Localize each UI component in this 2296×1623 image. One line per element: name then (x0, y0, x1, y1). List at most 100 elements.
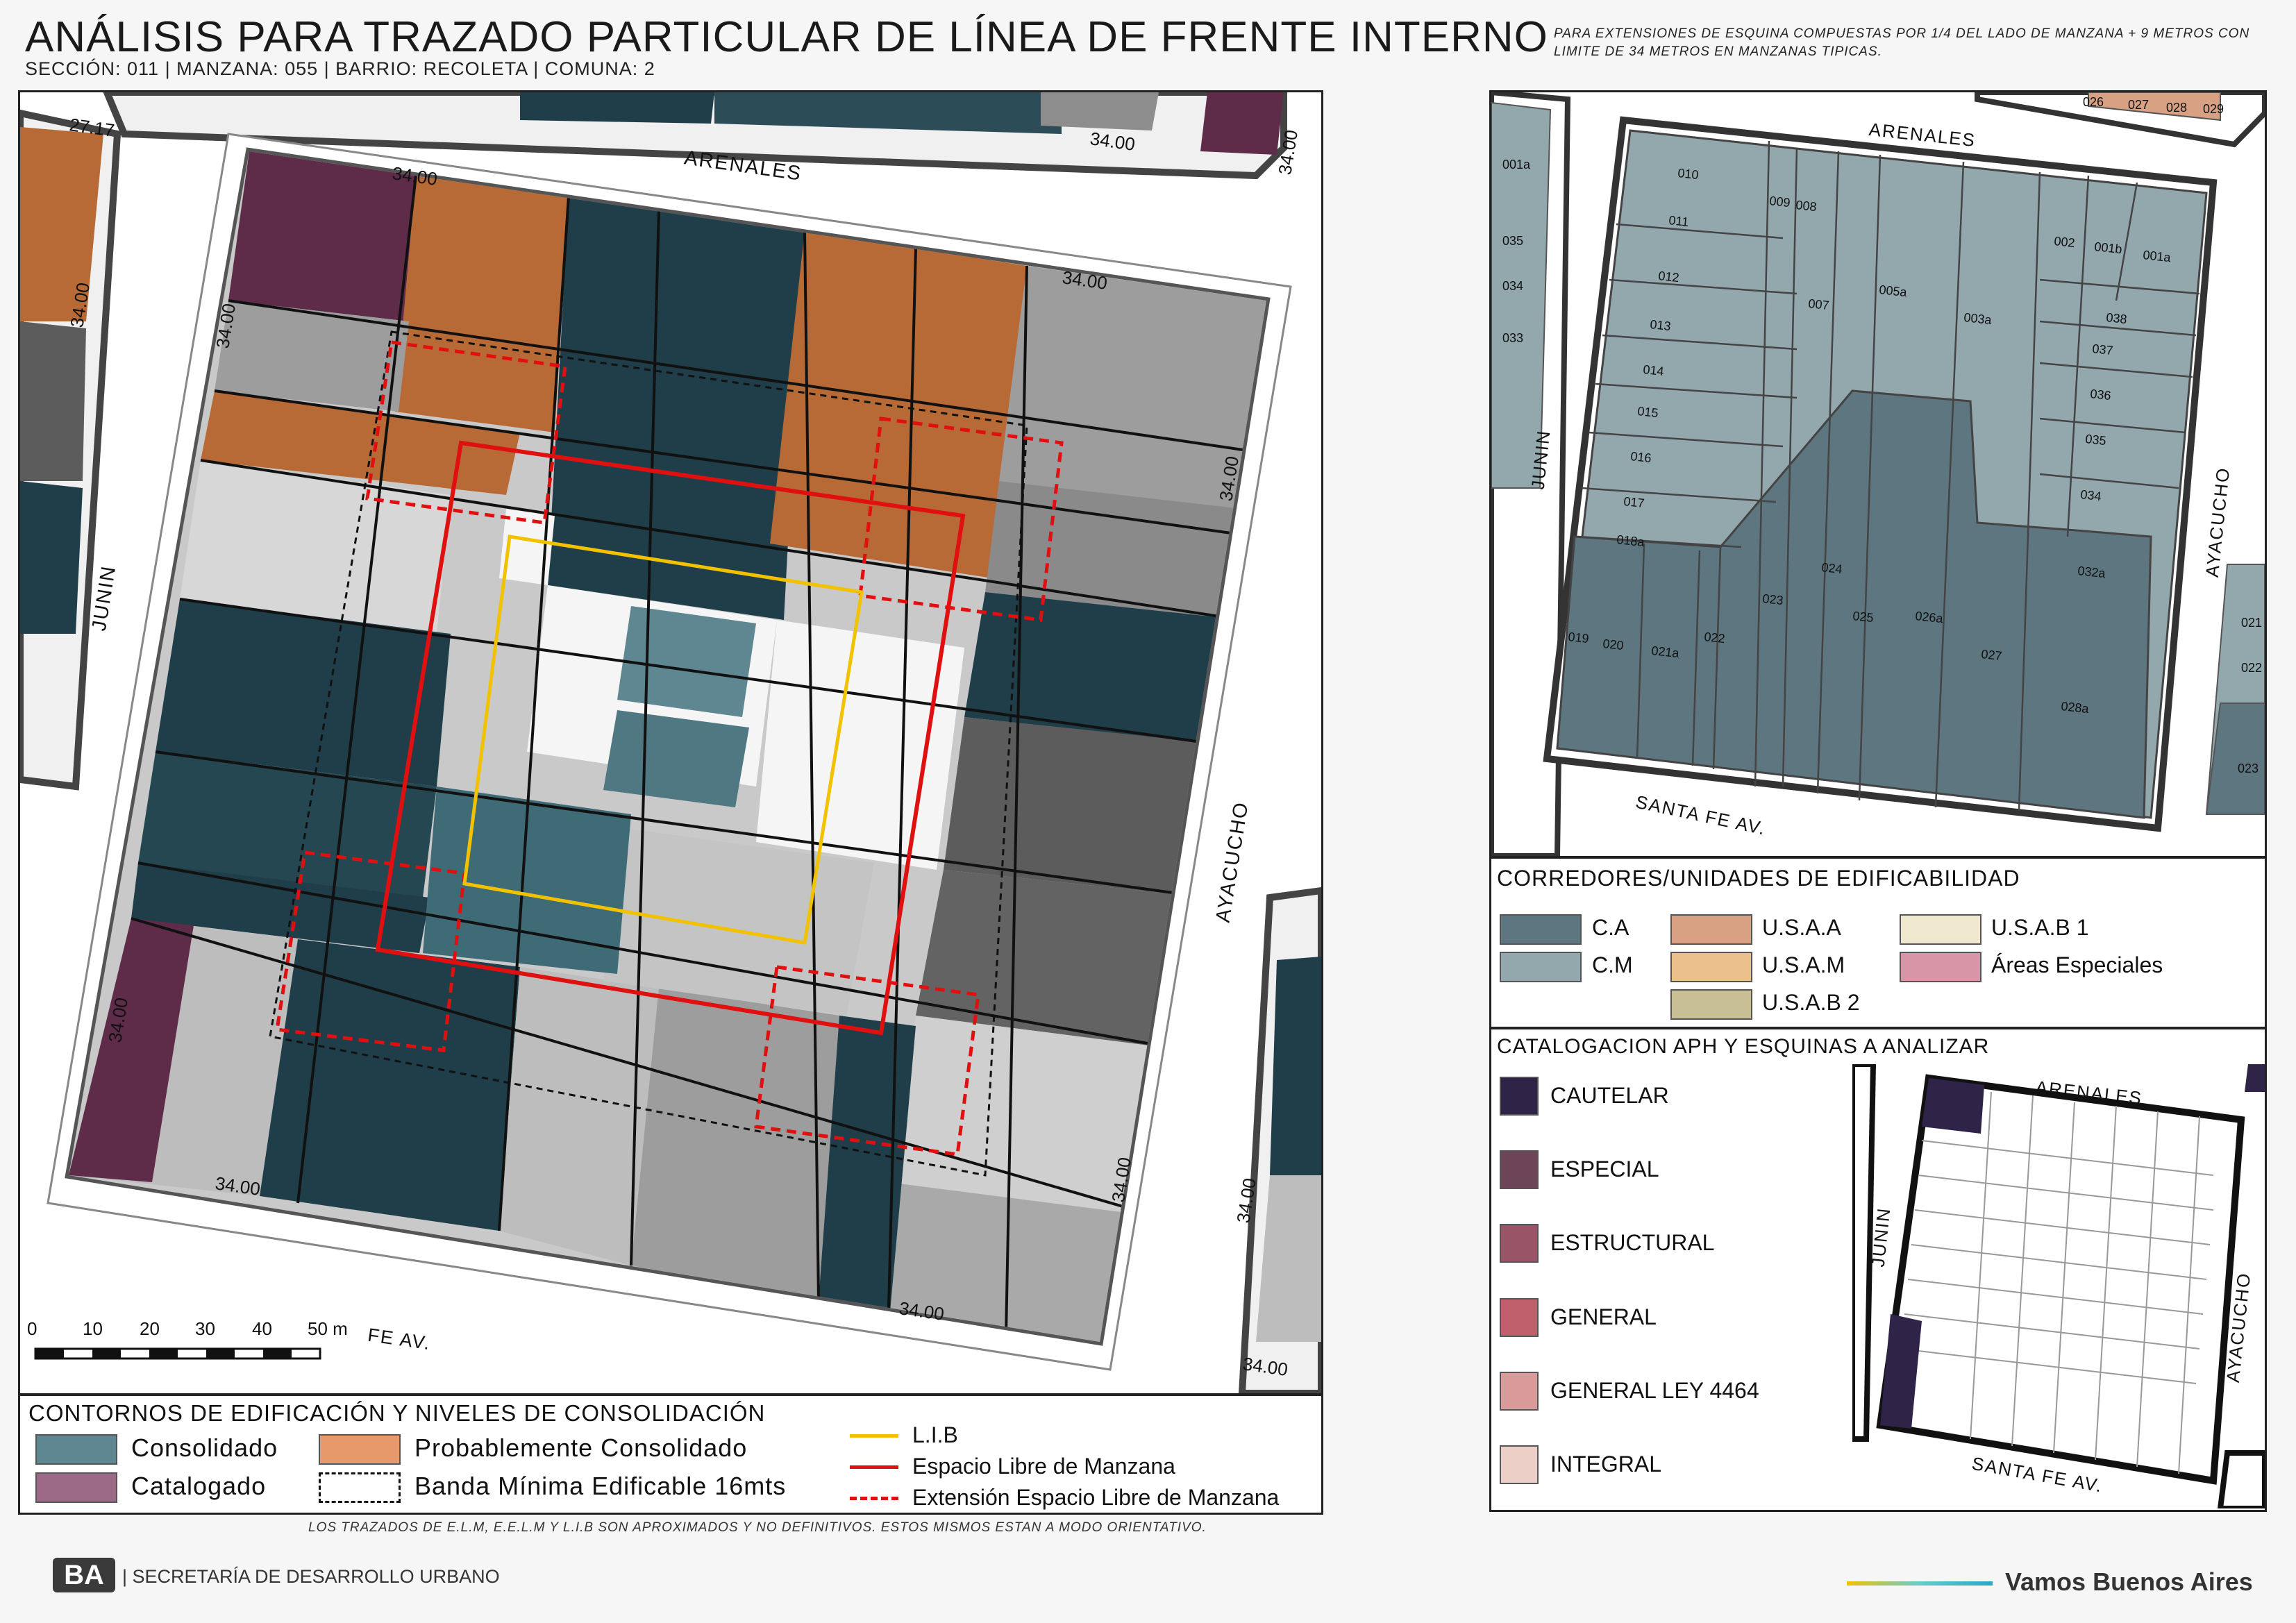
legend-lib: L.I.B (912, 1422, 958, 1447)
svg-text:025: 025 (1852, 609, 1875, 625)
svg-text:037: 037 (2092, 342, 2114, 358)
scale-bar: 0 10 20 30 40 50 m (27, 1318, 348, 1360)
label-cautelar: CAUTELAR (1550, 1083, 1669, 1108)
swatch-usam (1670, 952, 1752, 982)
label-especiales: Áreas Especiales (1991, 952, 2163, 977)
corredores-title: CORREDORES/UNIDADES DE EDIFICABILIDAD (1497, 866, 2020, 891)
org-name: | SECRETARÍA DE DESARROLLO URBANO (122, 1566, 500, 1587)
svg-text:001a: 001a (1502, 158, 1531, 171)
label-general-ley: GENERAL LEY 4464 (1550, 1378, 1759, 1403)
main-legend: CONTORNOS DE EDIFICACIÓN Y NIVELES DE CO… (18, 1394, 1323, 1515)
svg-text:30: 30 (195, 1318, 215, 1339)
label-usab1: U.S.A.B 1 (1991, 915, 2089, 940)
svg-text:015: 015 (1637, 404, 1659, 420)
svg-text:023: 023 (2238, 762, 2259, 775)
label-general: GENERAL (1550, 1304, 1657, 1329)
swatch-general-ley (1500, 1372, 1539, 1411)
svg-text:027: 027 (1981, 647, 2003, 663)
svg-text:034: 034 (1502, 279, 1523, 293)
swatch-especial (1500, 1150, 1539, 1189)
svg-text:40: 40 (252, 1318, 272, 1339)
label-estructural: ESTRUCTURAL (1550, 1230, 1715, 1255)
swatch-ca (1500, 914, 1582, 945)
banda-minima-edificable (269, 330, 1028, 1177)
svg-text:029: 029 (2203, 102, 2224, 116)
main-map-panel: ARENALES JUNIN AYACUCHO FE AV. 27.17 34.… (18, 90, 1323, 1395)
swatch-cautelar (1500, 1077, 1539, 1116)
espacio-libre-manzana (375, 440, 966, 1036)
svg-text:023: 023 (1762, 591, 1784, 607)
svg-text:028a: 028a (2061, 699, 2090, 716)
svg-text:011: 011 (1668, 213, 1690, 229)
swatch-especiales (1900, 952, 1981, 982)
legend-title: CONTORNOS DE EDIFICACIÓN Y NIVELES DE CO… (28, 1400, 766, 1426)
legend-probable: Probablemente Consolidado (414, 1433, 748, 1462)
ba-logo: BA (53, 1558, 115, 1592)
svg-text:026: 026 (2083, 95, 2104, 109)
legend-eelm: Extensión Espacio Libre de Manzana (912, 1485, 1280, 1510)
swatch-consolidado (35, 1434, 117, 1465)
swatch-catalogado (35, 1472, 117, 1503)
svg-text:001a: 001a (2143, 248, 2172, 264)
svg-text:027: 027 (2128, 98, 2149, 112)
corredores-legend: CORREDORES/UNIDADES DE EDIFICABILIDAD C.… (1489, 857, 2267, 1029)
label-integral: INTEGRAL (1550, 1452, 1662, 1477)
slogan-line (1847, 1581, 1993, 1586)
catalogacion-mini-map[interactable]: ARENALES JUNIN AYACUCHO SANTA FE AV. (1852, 1064, 2265, 1508)
swatch-cm (1500, 952, 1582, 982)
swatch-usab1 (1900, 914, 1981, 945)
svg-text:028: 028 (2166, 101, 2187, 115)
parcel-map[interactable]: 010 009 008 011 012 013 014 015 016 017 … (1491, 92, 2265, 856)
svg-text:012: 012 (1658, 269, 1680, 285)
label-especial: ESPECIAL (1550, 1157, 1659, 1181)
catalogacion-legend: CATALOGACION APH Y ESQUINAS A ANALIZAR C… (1489, 1027, 2267, 1512)
parcel-map-panel: 010 009 008 011 012 013 014 015 016 017 … (1489, 90, 2267, 858)
svg-text:018a: 018a (1616, 532, 1646, 549)
legend-elm: Espacio Libre de Manzana (912, 1454, 1175, 1479)
lib-line (462, 535, 864, 945)
catalogacion-title: CATALOGACION APH Y ESQUINAS A ANALIZAR (1497, 1035, 1990, 1058)
svg-text:008: 008 (1795, 198, 1818, 214)
main-map[interactable]: ARENALES JUNIN AYACUCHO FE AV. 27.17 34.… (20, 92, 1321, 1393)
label-usaa: U.S.A.A (1762, 915, 1841, 940)
label-usab2: U.S.A.B 2 (1762, 990, 1860, 1015)
svg-text:034: 034 (2080, 487, 2102, 503)
svg-text:036: 036 (2090, 387, 2112, 403)
line-eelm (850, 1497, 898, 1500)
svg-text:019: 019 (1568, 630, 1590, 646)
legend-catalogado: Catalogado (131, 1472, 267, 1500)
dimension-labels: 27.17 34.00 34.00 34.00 34.00 34.00 34.0… (66, 114, 1302, 1380)
swatch-probable (319, 1434, 401, 1465)
slogan: Vamos Buenos Aires (2005, 1567, 2253, 1596)
extension-espacio-libre (275, 340, 1064, 1157)
svg-text:013: 013 (1650, 317, 1672, 333)
line-lib (850, 1434, 898, 1438)
disclaimer: LOS TRAZADOS DE E.L.M, E.E.L.M Y L.I.B S… (308, 1520, 1207, 1535)
swatch-usaa (1670, 914, 1752, 945)
label-usam: U.S.A.M (1762, 952, 1845, 977)
label-cm: C.M (1592, 952, 1633, 977)
svg-text:022: 022 (1704, 630, 1726, 646)
svg-text:10: 10 (83, 1318, 103, 1339)
svg-text:021a: 021a (1651, 644, 1681, 660)
page-subtitle: SECCIÓN: 011 | MANZANA: 055 | BARRIO: RE… (25, 58, 655, 79)
svg-text:001b: 001b (2094, 239, 2123, 256)
swatch-estructural (1500, 1224, 1539, 1263)
svg-text:035: 035 (2085, 432, 2107, 448)
swatch-banda (319, 1472, 401, 1503)
svg-text:026a: 026a (1915, 609, 1945, 625)
svg-text:035: 035 (1502, 234, 1523, 248)
svg-text:017: 017 (1623, 494, 1645, 510)
svg-text:024: 024 (1821, 560, 1843, 576)
buildings (69, 151, 1266, 1342)
svg-text:038: 038 (2106, 310, 2128, 326)
svg-text:009: 009 (1769, 194, 1791, 210)
svg-text:021: 021 (2241, 616, 2262, 630)
label-ca: C.A (1592, 915, 1629, 940)
swatch-integral (1500, 1445, 1539, 1484)
svg-text:014: 014 (1643, 362, 1665, 378)
neighbour-blocks (20, 92, 1321, 1393)
svg-text:010: 010 (1677, 166, 1700, 182)
svg-text:007: 007 (1808, 296, 1830, 312)
svg-text:003a: 003a (1963, 310, 1993, 327)
